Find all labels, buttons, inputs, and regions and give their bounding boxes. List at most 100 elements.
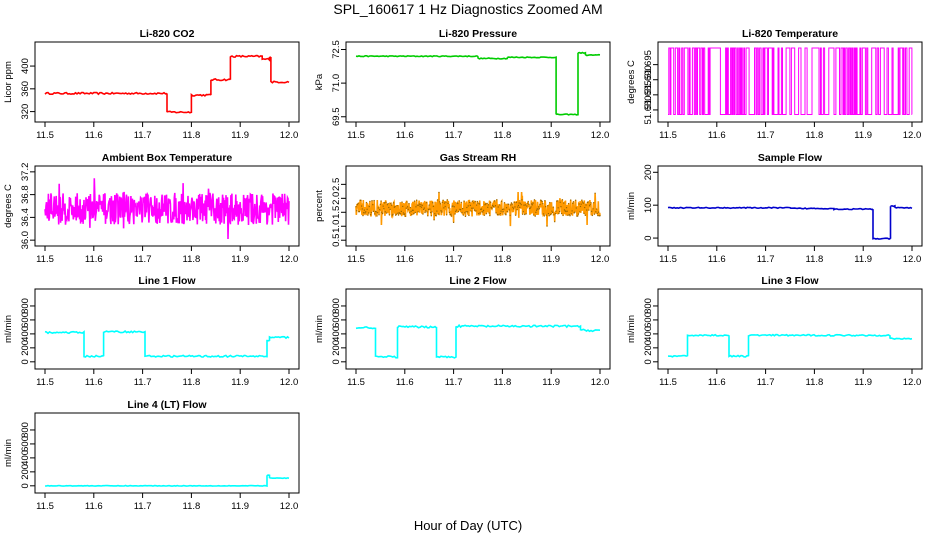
series-point [485, 203, 487, 205]
x-tick-label: 11.9 [231, 377, 249, 388]
series-point [494, 205, 497, 207]
plot-frame [34, 288, 300, 370]
series-line [44, 178, 290, 240]
series-point [584, 214, 586, 216]
series-point [572, 201, 575, 203]
y-tick-label: 2.0 [331, 192, 342, 205]
series-point [439, 201, 441, 203]
y-tick-label: 800 [20, 422, 31, 438]
series-point [420, 206, 423, 208]
series-point [459, 209, 462, 211]
y-tick-label: 0 [643, 359, 654, 364]
series-point [598, 215, 600, 217]
series-point [530, 206, 532, 208]
series-point [449, 214, 451, 216]
series-point [427, 208, 430, 211]
series-point [524, 213, 526, 216]
series-point [556, 200, 558, 202]
series-point [383, 208, 385, 210]
x-tick-label: 11.7 [757, 130, 775, 141]
series-point [364, 212, 366, 214]
panel-title: Line 1 Flow [138, 275, 196, 287]
y-tick-label: 0 [643, 235, 654, 240]
series-point [520, 204, 522, 206]
series-point [578, 203, 580, 205]
y-axis-label: ml/min [3, 315, 14, 343]
x-tick-label: 11.9 [231, 501, 249, 512]
x-tick-label: 11.8 [806, 377, 824, 388]
series-point [519, 202, 522, 204]
x-tick-label: 11.6 [708, 130, 726, 141]
series-point [517, 206, 519, 208]
series-point [549, 214, 552, 216]
series-point [599, 215, 601, 217]
series-point [424, 211, 426, 214]
x-tick-label: 11.5 [347, 130, 365, 141]
series-point [579, 205, 582, 208]
series-point [475, 210, 477, 212]
series-sample-flow [667, 204, 913, 241]
series-point [409, 212, 411, 214]
series-point [593, 202, 595, 204]
series-point [458, 200, 460, 202]
series-point [406, 201, 408, 203]
series-point [417, 211, 419, 213]
x-tick-label: 11.6 [396, 377, 414, 388]
y-tick-label: 400 [643, 326, 654, 342]
y-tick-label: 36.8 [20, 185, 31, 204]
y-tick-label: 0 [20, 359, 31, 364]
series-point [502, 211, 504, 213]
y-tick-label: 0 [331, 359, 342, 364]
series-point [356, 204, 358, 206]
series-point [541, 200, 543, 203]
series-point [369, 200, 371, 203]
x-tick-label: 11.9 [542, 130, 560, 141]
x-tick-label: 11.8 [183, 130, 201, 141]
series-line [44, 330, 290, 358]
series-point [397, 214, 400, 216]
series-point [412, 209, 414, 211]
y-tick-label: 400 [331, 326, 342, 342]
series-point [466, 211, 469, 213]
series-point [358, 211, 360, 213]
series-point [470, 210, 472, 212]
series-line [355, 191, 601, 227]
y-tick-label: 51.690 [643, 65, 654, 94]
panel-title: Li-820 Temperature [742, 28, 838, 40]
x-tick-label: 11.6 [85, 377, 103, 388]
series-point [453, 221, 455, 223]
x-tick-label: 11.9 [854, 254, 872, 265]
series-point [592, 208, 594, 210]
series-point [468, 214, 470, 217]
y-tick-label: 37.2 [20, 163, 31, 182]
series-point [411, 209, 414, 211]
series-point [584, 206, 586, 209]
series-point [358, 211, 361, 213]
page-title: SPL_160617 1 Hz Diagnostics Zoomed AM [333, 1, 603, 17]
y-tick-label: 51.695 [643, 50, 654, 79]
series-point [436, 199, 439, 201]
x-tick-label: 11.5 [659, 254, 677, 265]
series-point [587, 201, 589, 203]
series-point [575, 207, 577, 209]
series-point [434, 213, 436, 215]
series-point [444, 205, 446, 208]
series-point [545, 206, 547, 208]
x-tick-label: 11.6 [708, 377, 726, 388]
series-point [474, 200, 476, 203]
plot-frame [657, 41, 923, 123]
series-point [497, 206, 499, 208]
series-point [471, 207, 473, 209]
series-point [565, 207, 568, 209]
series-point [543, 215, 545, 217]
series-point [425, 210, 427, 212]
series-point [407, 208, 409, 210]
series-point [565, 210, 567, 213]
series-point [526, 205, 528, 207]
series-point [533, 214, 535, 216]
series-point [492, 204, 494, 207]
series-point [498, 214, 500, 216]
series-point [540, 199, 542, 201]
series-point [395, 214, 397, 216]
series-point [495, 212, 497, 214]
